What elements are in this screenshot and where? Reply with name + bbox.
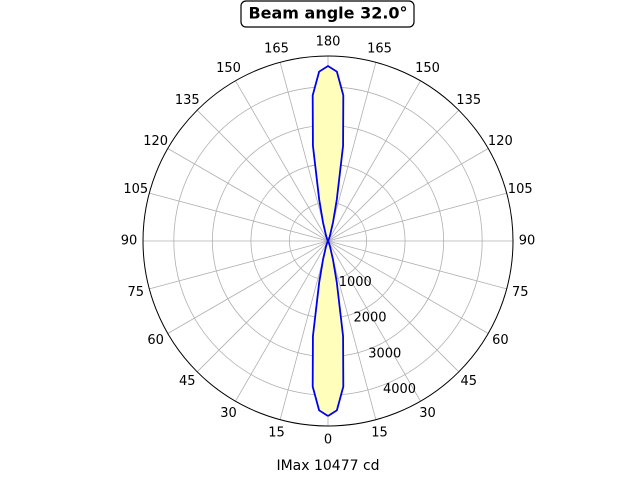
theta-tick-label: 150 (415, 61, 440, 76)
chart-title: Beam angle 32.0° (248, 4, 407, 23)
theta-tick-label: 45 (179, 374, 196, 389)
theta-tick-label: 135 (456, 93, 481, 108)
outer-ring (142, 55, 514, 427)
theta-tick-label: 135 (175, 93, 200, 108)
theta-tick-label: 90 (519, 234, 536, 249)
r-tick-label: 2000 (353, 311, 386, 326)
theta-tick-label: 75 (512, 285, 529, 300)
x-label: IMax 10477 cd (276, 458, 379, 474)
theta-tick-label: 30 (220, 406, 237, 421)
intensity-curve (311, 64, 345, 417)
r-tick-label: 3000 (368, 346, 401, 361)
theta-tick-label: 15 (268, 426, 285, 441)
theta-tick-label: 45 (460, 374, 477, 389)
theta-tick-label: 75 (128, 285, 145, 300)
theta-tick-label: 60 (492, 333, 509, 348)
theta-tick-label: 30 (419, 406, 436, 421)
theta-tick-label: 105 (123, 182, 148, 197)
theta-tick-label: 120 (488, 134, 513, 149)
theta-tick-label: 150 (216, 61, 241, 76)
title-box (240, 0, 415, 28)
r-tick-label: 1000 (339, 275, 372, 290)
r-tick-label: 4000 (383, 382, 416, 397)
theta-tick-label: 90 (121, 234, 138, 249)
theta-tick-label: 180 (316, 35, 341, 50)
theta-tick-label: 0 (324, 433, 332, 448)
theta-tick-label: 15 (371, 426, 388, 441)
theta-tick-label: 105 (508, 182, 533, 197)
theta-tick-label: 60 (147, 333, 164, 348)
theta-tick-label: 165 (367, 41, 392, 56)
theta-tick-label: 120 (143, 134, 168, 149)
beam-fill (312, 66, 344, 416)
theta-tick-label: 165 (264, 41, 289, 56)
